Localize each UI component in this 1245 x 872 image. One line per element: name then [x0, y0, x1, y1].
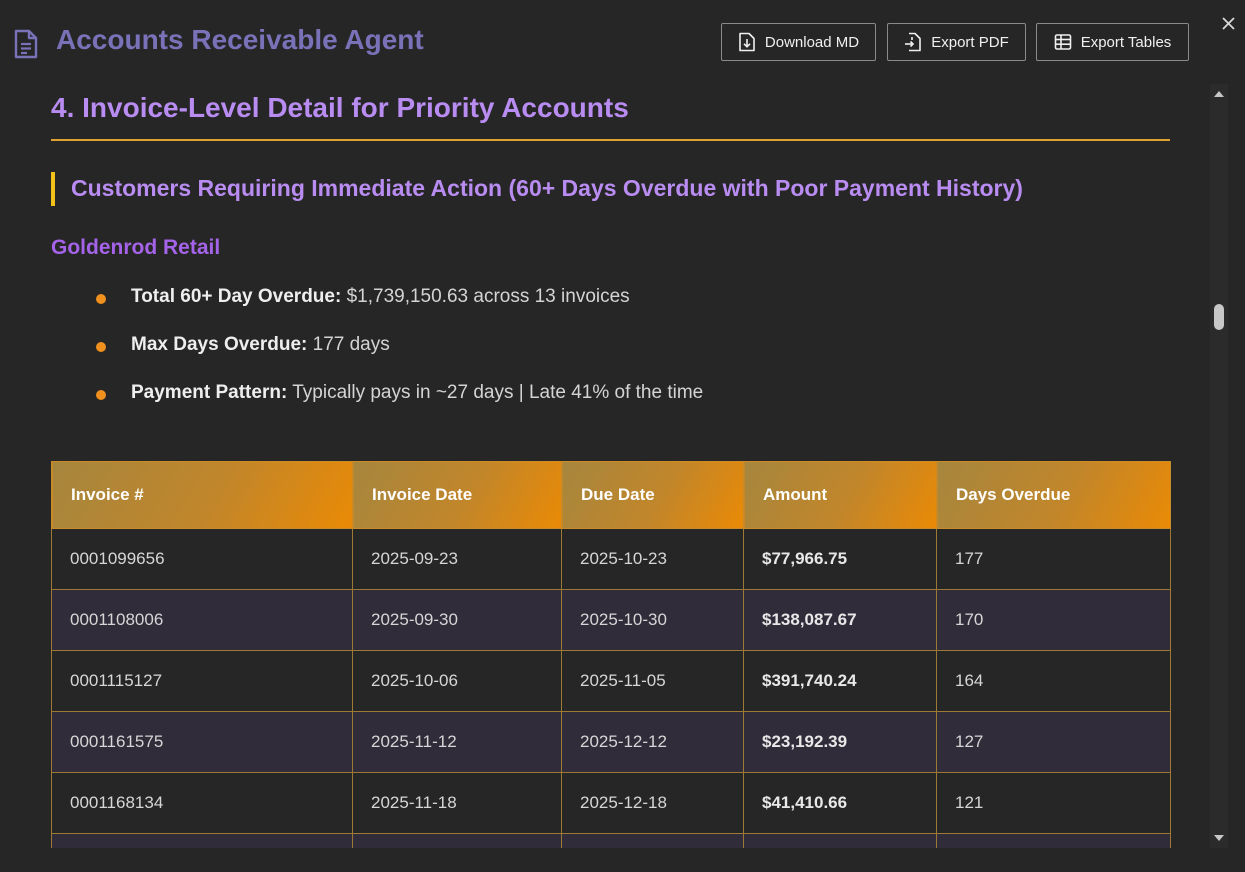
close-icon[interactable] [1219, 14, 1239, 34]
export-pdf-button[interactable]: Export PDF [887, 23, 1026, 61]
export-tables-button[interactable]: Export Tables [1036, 23, 1189, 61]
column-header: Days Overdue [936, 461, 1171, 529]
column-header: Invoice Date [352, 461, 562, 529]
bullet-label: Payment Pattern: [131, 382, 288, 403]
scroll-down-arrow-icon[interactable] [1213, 832, 1225, 844]
export-tables-label: Export Tables [1080, 33, 1172, 51]
section-subheading: Customers Requiring Immediate Action (60… [71, 175, 1023, 201]
table-row: 0001108006 2025-09-30 2025-10-30 $138,08… [51, 589, 1171, 651]
due-date-cell: 2025-11-05 [561, 650, 744, 712]
bullet-label: Max Days Overdue: [131, 334, 308, 355]
invoice-number-cell: 0001099656 [51, 528, 353, 590]
amount-cell: $23,192.39 [743, 711, 937, 773]
invoice-date-cell: 2025-10-06 [352, 650, 562, 712]
column-header: Due Date [561, 461, 744, 529]
scroll-up-arrow-icon[interactable] [1213, 88, 1225, 100]
invoice-number-cell: 0001115127 [51, 650, 353, 712]
table-row [51, 833, 1171, 848]
column-header: Amount [743, 461, 937, 529]
table-row: 0001161575 2025-11-12 2025-12-12 $23,192… [51, 711, 1171, 773]
download-md-button[interactable]: Download MD [721, 23, 876, 61]
due-date-cell: 2025-10-30 [561, 589, 744, 651]
heading-divider [51, 139, 1170, 141]
due-date-cell: 2025-10-23 [561, 528, 744, 590]
bullet-icon [96, 390, 106, 400]
vertical-scrollbar[interactable] [1210, 84, 1228, 848]
amount-cell: $138,087.67 [743, 589, 937, 651]
invoice-number-cell: 0001161575 [51, 711, 353, 773]
bullet-value: Typically pays in ~27 days | Late 41% of… [292, 382, 704, 403]
amount-cell: $77,966.75 [743, 528, 937, 590]
subheading-accent-bar [51, 172, 55, 206]
due-date-cell [561, 833, 744, 848]
download-file-icon [739, 32, 755, 52]
days-overdue-cell: 170 [936, 589, 1171, 651]
bullet-value: $1,739,150.63 across 13 invoices [346, 286, 630, 307]
bullet-icon [96, 342, 106, 352]
due-date-cell: 2025-12-18 [561, 772, 744, 834]
document-icon [14, 29, 38, 59]
app-title: Accounts Receivable Agent [56, 24, 424, 55]
table-row: 0001115127 2025-10-06 2025-11-05 $391,74… [51, 650, 1171, 712]
due-date-cell: 2025-12-12 [561, 711, 744, 773]
bullet-value: 177 days [312, 334, 390, 355]
report-content: 4. Invoice-Level Detail for Priority Acc… [0, 84, 1210, 848]
customer-name: Goldenrod Retail [51, 236, 221, 259]
amount-cell: $391,740.24 [743, 650, 937, 712]
invoice-date-cell [352, 833, 562, 848]
days-overdue-cell [936, 833, 1171, 848]
days-overdue-cell: 121 [936, 772, 1171, 834]
days-overdue-cell: 177 [936, 528, 1171, 590]
invoice-date-cell: 2025-09-30 [352, 589, 562, 651]
table-row: 0001099656 2025-09-23 2025-10-23 $77,966… [51, 528, 1171, 590]
export-file-icon [905, 32, 922, 52]
export-pdf-label: Export PDF [931, 33, 1009, 51]
table-row: 0001168134 2025-11-18 2025-12-18 $41,410… [51, 772, 1171, 834]
invoice-date-cell: 2025-11-12 [352, 711, 562, 773]
download-md-label: Download MD [764, 33, 860, 51]
header: Accounts Receivable Agent Download MD Ex… [0, 0, 1245, 84]
invoice-number-cell: 0001108006 [51, 589, 353, 651]
table-header-row: Invoice # Invoice Date Due Date Amount D… [51, 461, 1171, 529]
bullet-icon [96, 294, 106, 304]
amount-cell [743, 833, 937, 848]
invoice-number-cell [51, 833, 353, 848]
days-overdue-cell: 164 [936, 650, 1171, 712]
bullet-label: Total 60+ Day Overdue: [131, 286, 342, 307]
table-icon [1054, 34, 1071, 50]
scroll-thumb[interactable] [1214, 304, 1224, 330]
days-overdue-cell: 127 [936, 711, 1171, 773]
amount-cell: $41,410.66 [743, 772, 937, 834]
invoice-table: Invoice # Invoice Date Due Date Amount D… [51, 461, 1171, 848]
invoice-number-cell: 0001168134 [51, 772, 353, 834]
column-header: Invoice # [51, 461, 353, 529]
section-heading: 4. Invoice-Level Detail for Priority Acc… [51, 92, 629, 123]
invoice-date-cell: 2025-11-18 [352, 772, 562, 834]
invoice-date-cell: 2025-09-23 [352, 528, 562, 590]
